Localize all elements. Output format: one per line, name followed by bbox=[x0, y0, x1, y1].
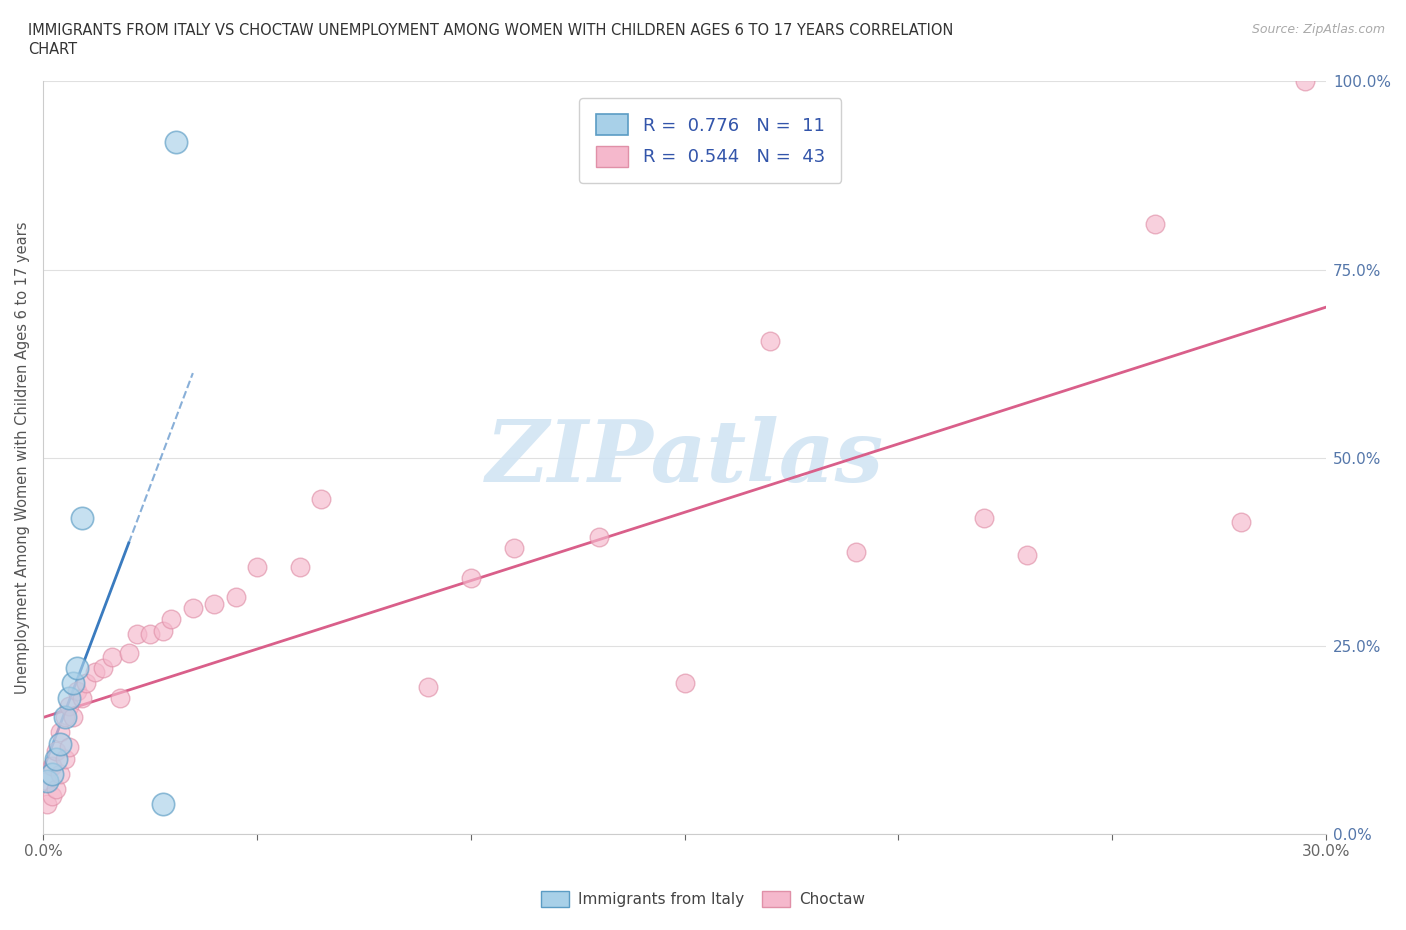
Point bbox=[41, 766, 63, 781]
Point bbox=[66, 661, 89, 676]
Point bbox=[1143, 217, 1166, 232]
Point bbox=[58, 740, 80, 755]
Point bbox=[53, 710, 76, 724]
Text: Source: ZipAtlas.com: Source: ZipAtlas.com bbox=[1251, 23, 1385, 36]
Point bbox=[37, 774, 59, 789]
Point bbox=[49, 724, 72, 739]
Point bbox=[70, 691, 93, 706]
Point bbox=[58, 698, 80, 713]
Y-axis label: Unemployment Among Women with Children Ages 6 to 17 years: Unemployment Among Women with Children A… bbox=[15, 221, 30, 694]
Point bbox=[108, 691, 131, 706]
Point bbox=[673, 676, 696, 691]
Point bbox=[416, 680, 439, 695]
Point bbox=[246, 559, 269, 574]
Point bbox=[588, 529, 610, 544]
Point bbox=[288, 559, 311, 574]
Point bbox=[100, 649, 122, 664]
Point bbox=[41, 789, 63, 804]
Text: CHART: CHART bbox=[28, 42, 77, 57]
Point bbox=[152, 623, 174, 638]
Point bbox=[45, 781, 67, 796]
Point bbox=[502, 540, 524, 555]
Point bbox=[62, 710, 84, 724]
Point bbox=[45, 751, 67, 766]
Point bbox=[127, 627, 149, 642]
Point bbox=[152, 796, 174, 811]
Point bbox=[309, 492, 332, 507]
Point bbox=[53, 751, 76, 766]
Point bbox=[165, 134, 187, 149]
Point bbox=[49, 736, 72, 751]
Point bbox=[139, 627, 162, 642]
Point bbox=[181, 601, 204, 616]
Legend: Immigrants from Italy, Choctaw: Immigrants from Italy, Choctaw bbox=[536, 884, 870, 913]
Point bbox=[45, 744, 67, 759]
Point bbox=[160, 612, 183, 627]
Point bbox=[62, 676, 84, 691]
Point bbox=[37, 774, 59, 789]
Point bbox=[845, 544, 868, 559]
Point bbox=[53, 710, 76, 724]
Point bbox=[70, 511, 93, 525]
Point bbox=[973, 511, 995, 525]
Point bbox=[41, 759, 63, 774]
Legend: R =  0.776   N =  11, R =  0.544   N =  43: R = 0.776 N = 11, R = 0.544 N = 43 bbox=[579, 98, 841, 183]
Text: IMMIGRANTS FROM ITALY VS CHOCTAW UNEMPLOYMENT AMONG WOMEN WITH CHILDREN AGES 6 T: IMMIGRANTS FROM ITALY VS CHOCTAW UNEMPLO… bbox=[28, 23, 953, 38]
Point bbox=[759, 334, 782, 349]
Point bbox=[83, 665, 105, 680]
Point bbox=[1294, 74, 1316, 89]
Point bbox=[1015, 548, 1038, 563]
Point bbox=[118, 645, 141, 660]
Point bbox=[91, 661, 114, 676]
Point bbox=[49, 766, 72, 781]
Text: ZIPatlas: ZIPatlas bbox=[485, 416, 884, 499]
Point bbox=[460, 570, 482, 585]
Point bbox=[75, 676, 97, 691]
Point bbox=[202, 597, 225, 612]
Point bbox=[37, 796, 59, 811]
Point bbox=[66, 684, 89, 698]
Point bbox=[58, 691, 80, 706]
Point bbox=[225, 590, 247, 604]
Point bbox=[1229, 514, 1251, 529]
